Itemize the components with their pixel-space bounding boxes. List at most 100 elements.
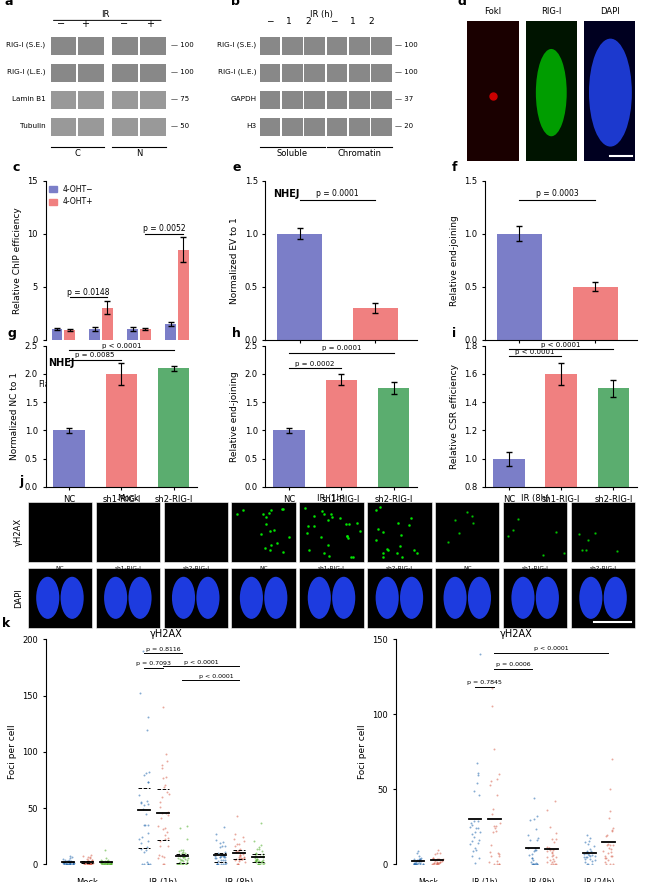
Ellipse shape [536, 577, 559, 619]
Text: DAPI: DAPI [14, 588, 23, 608]
Point [237, 852, 247, 866]
Text: 1: 1 [286, 17, 292, 26]
Bar [106, 374, 137, 487]
Text: −: − [135, 355, 143, 365]
Point [80, 856, 90, 871]
Point [219, 848, 229, 862]
Point [162, 839, 173, 853]
Point [437, 852, 448, 866]
Text: g: g [8, 327, 16, 340]
Point [136, 836, 146, 850]
Text: IR (8h): IR (8h) [529, 878, 554, 882]
Point [62, 855, 73, 869]
Point [412, 853, 423, 867]
Ellipse shape [589, 39, 632, 146]
Point [550, 794, 560, 808]
Text: Chromatin: Chromatin [337, 149, 382, 158]
Point [473, 768, 483, 782]
Point [491, 824, 501, 838]
Point [233, 857, 244, 871]
Text: i: i [452, 327, 456, 340]
Point [469, 841, 480, 856]
FancyBboxPatch shape [503, 568, 567, 628]
Point [527, 851, 538, 865]
FancyBboxPatch shape [112, 37, 138, 56]
Point [210, 849, 220, 863]
Point [408, 857, 419, 871]
Point [220, 839, 230, 853]
Point [471, 843, 482, 857]
Point [134, 832, 144, 846]
Point [237, 852, 247, 866]
Point [256, 838, 266, 852]
Bar [352, 308, 398, 340]
Point [489, 743, 499, 757]
Bar [158, 369, 189, 487]
Point [548, 848, 558, 862]
Point [84, 857, 95, 871]
Point [172, 857, 183, 871]
Point [606, 849, 617, 863]
FancyBboxPatch shape [78, 64, 104, 82]
Point [106, 856, 116, 871]
Point [183, 851, 193, 865]
Point [529, 844, 539, 858]
Point [410, 857, 421, 871]
Point [467, 843, 478, 857]
Point [474, 825, 485, 839]
Text: sh1-RIG-I: sh1-RIG-I [522, 566, 549, 572]
Point [140, 842, 151, 856]
Point [410, 857, 420, 871]
Point [182, 856, 192, 870]
Point [143, 774, 153, 789]
FancyBboxPatch shape [282, 64, 303, 82]
Point [153, 848, 164, 862]
Text: p < 0.0001: p < 0.0001 [515, 349, 554, 355]
Point [472, 757, 482, 771]
Point [176, 854, 187, 868]
Point [603, 837, 613, 851]
Point [220, 855, 230, 869]
Point [491, 818, 501, 833]
FancyBboxPatch shape [435, 502, 499, 563]
Point [65, 857, 75, 871]
Point [159, 857, 170, 871]
Point [139, 845, 150, 859]
Point [85, 856, 96, 871]
Point [252, 852, 263, 866]
Point [142, 723, 152, 737]
FancyBboxPatch shape [367, 502, 432, 563]
Point [214, 841, 225, 855]
Point [79, 856, 89, 870]
Point [96, 856, 107, 871]
Text: p = 0.0001: p = 0.0001 [322, 345, 361, 351]
Point [136, 796, 146, 811]
Point [60, 857, 71, 871]
Point [551, 857, 561, 871]
Ellipse shape [579, 577, 603, 619]
Text: p < 0.0001: p < 0.0001 [200, 674, 234, 678]
FancyBboxPatch shape [164, 568, 228, 628]
Point [601, 851, 612, 865]
Point [409, 852, 419, 866]
Text: p = 0.0052: p = 0.0052 [143, 223, 186, 233]
Point [234, 855, 244, 869]
Point [177, 849, 188, 863]
Point [532, 857, 542, 871]
Point [83, 850, 93, 864]
Point [105, 856, 116, 870]
Point [253, 855, 263, 869]
Point [137, 830, 148, 844]
Point [179, 849, 189, 863]
Text: IR (h): IR (h) [310, 11, 333, 19]
Point [154, 796, 164, 810]
Point [97, 855, 107, 869]
Point [98, 856, 109, 870]
Point [79, 856, 89, 870]
Point [160, 828, 170, 842]
Text: NC: NC [259, 566, 268, 572]
Point [600, 855, 610, 869]
Point [542, 850, 552, 864]
Text: γH2AX: γH2AX [14, 518, 23, 546]
Point [527, 847, 538, 861]
